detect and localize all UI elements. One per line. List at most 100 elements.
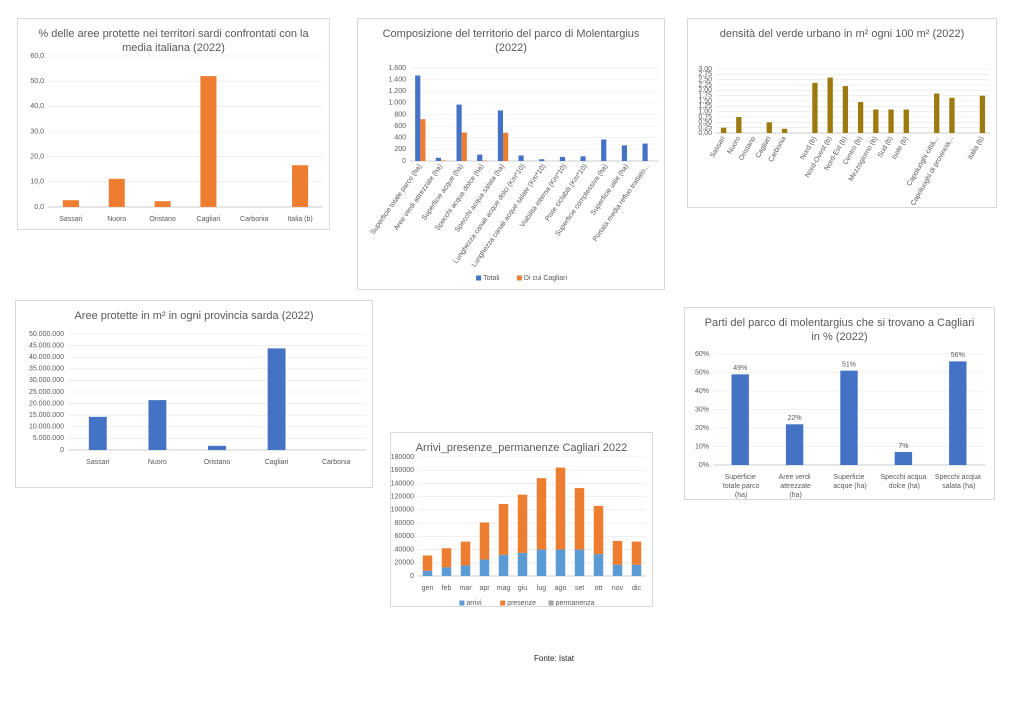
x-tick-label: Cagliari — [197, 216, 221, 223]
x-tick-label: gen — [422, 585, 434, 592]
bar — [441, 567, 452, 576]
y-tick-label: 50.000.000 — [29, 331, 64, 338]
chart: 0 20000 40000 60000 80000 100000 120000 140000 1… — [391, 454, 646, 606]
y-tick-label: 120000 — [391, 494, 414, 501]
y-tick-label: 35.000.000 — [29, 366, 64, 373]
bar — [827, 77, 833, 133]
bar — [894, 452, 913, 465]
data-label: 7% — [898, 443, 908, 450]
y-tick-label: 0% — [699, 462, 709, 469]
y-tick-label: 30.000.000 — [29, 377, 64, 384]
x-tick-label: Sassari — [59, 216, 83, 223]
bar — [903, 109, 909, 133]
bar — [621, 145, 627, 161]
bar — [154, 201, 171, 207]
bar — [631, 564, 642, 576]
y-tick-label: 0,00 — [698, 130, 712, 137]
x-tick-label: Nuoro — [148, 459, 167, 466]
x-tick-label: Sassari — [709, 135, 727, 159]
y-tick-label: 60,0 — [30, 53, 44, 60]
bar — [812, 82, 818, 133]
bar — [460, 541, 471, 566]
legend-swatch — [476, 275, 482, 281]
y-tick-label: 50,0 — [30, 78, 44, 85]
y-tick-label: 800 — [394, 111, 406, 118]
chart-panel: 0 5.000.000 10.000.000 15.000.000 20.000.000… — [15, 300, 373, 488]
data-label: 22% — [788, 415, 802, 422]
bar — [631, 541, 642, 565]
chart: 0,0 10,0 20,0 30,0 40,0 50,0 60,0 Sassari Nuoro O… — [30, 53, 323, 223]
y-tick-label: 2,50 — [698, 77, 712, 84]
bar — [574, 549, 585, 576]
bar — [456, 104, 462, 161]
bar — [422, 570, 433, 576]
x-tick-label: Superficie totale parco (ha) — [721, 474, 760, 499]
x-tick-label: Oristano — [204, 459, 231, 466]
bar — [498, 503, 509, 555]
chart-panel: 0,00 0,25 0,50 0,75 1,00 1,25 1,50 1,75 2,00 2,25… — [687, 18, 997, 208]
chart-title: % delle aree protette nei territori sard… — [38, 28, 309, 54]
bar — [949, 97, 955, 133]
y-tick-label: 60% — [695, 351, 709, 358]
chart-title: Aree protette in m² in ogni provincia sa… — [74, 310, 314, 322]
y-tick-label: 25.000.000 — [29, 389, 64, 396]
x-tick-label: lug — [537, 585, 546, 592]
bar — [888, 109, 894, 133]
bar — [574, 488, 585, 550]
bar — [208, 445, 226, 450]
x-tick-label: Italia (b) — [967, 135, 986, 160]
y-tick-label: 160000 — [391, 467, 414, 474]
bar — [601, 139, 607, 161]
x-tick-label: Cagliari — [265, 459, 289, 466]
x-tick-label: Carbonia — [240, 216, 269, 223]
y-tick-label: 45.000.000 — [29, 342, 64, 349]
y-tick-label: 1.200 — [388, 88, 406, 95]
bar — [593, 505, 604, 555]
bar — [766, 122, 772, 133]
x-tick-label: Carbonia — [322, 459, 351, 466]
y-tick-label: 0,75 — [698, 114, 712, 121]
y-tick-label: 0,0 — [34, 204, 44, 211]
bar — [479, 559, 490, 576]
bar — [498, 554, 509, 576]
bar — [148, 400, 167, 450]
y-tick-label: 0 — [60, 447, 64, 454]
x-tick-label: dic — [632, 585, 641, 592]
y-tick-label: 50% — [695, 369, 709, 376]
y-tick-label: 40% — [695, 388, 709, 395]
y-tick-label: 20,0 — [30, 154, 44, 161]
chart-panel: 0,0 10,0 20,0 30,0 40,0 50,0 60,0 Sassari Nuoro O… — [17, 18, 330, 230]
x-tick-label: giu — [518, 585, 527, 592]
bar — [642, 143, 648, 161]
bar — [840, 370, 858, 465]
bar — [842, 86, 849, 133]
bar — [555, 549, 566, 576]
bar — [479, 522, 490, 560]
y-tick-label: 1.000 — [388, 100, 406, 107]
y-tick-label: 100000 — [391, 507, 414, 514]
y-tick-label: 0 — [410, 573, 414, 580]
y-tick-label: 10% — [695, 443, 709, 450]
y-tick-label: 80000 — [395, 520, 415, 527]
legend-swatch — [459, 600, 465, 606]
chart-title: Composizione del territorio del parco di… — [382, 28, 640, 54]
bar — [781, 128, 788, 133]
x-tick-label: nov — [612, 585, 624, 592]
y-tick-label: 20000 — [395, 560, 415, 567]
chart: 0,000,250,500,751,001,251,501,752,002,25… — [698, 66, 990, 207]
y-tick-label: 10.000.000 — [29, 424, 64, 431]
x-tick-label: Nuoro — [107, 216, 126, 223]
y-tick-label: 200 — [394, 146, 406, 153]
y-tick-label: 40,0 — [30, 103, 44, 110]
chart-title: densità del verde urbano in m² ogni 100 … — [719, 28, 965, 40]
bar — [292, 165, 309, 207]
bar — [857, 102, 864, 133]
bar — [555, 467, 566, 550]
y-tick-label: 40.000.000 — [29, 354, 64, 361]
bar — [536, 549, 547, 576]
chart-title: Arrivi_presenze_permanenze Cagliari 2022 — [415, 442, 628, 454]
bar — [731, 374, 749, 465]
bar — [88, 416, 107, 450]
bar — [873, 109, 879, 133]
bar — [518, 155, 524, 161]
